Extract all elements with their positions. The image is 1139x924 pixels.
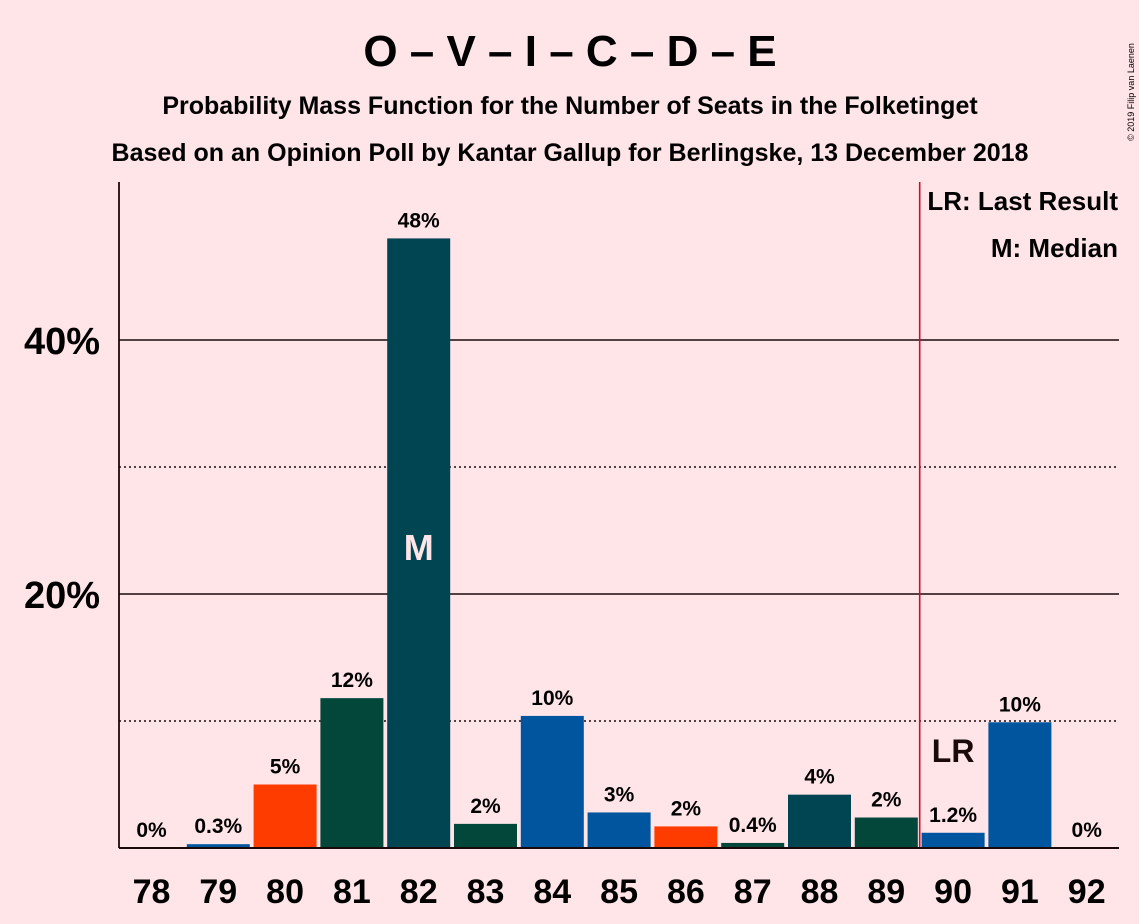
bar-label-background	[378, 205, 459, 236]
bar	[454, 823, 517, 848]
median-marker: M	[404, 527, 434, 568]
x-tick-label: 92	[1068, 873, 1106, 911]
x-tick-label: 82	[400, 873, 438, 911]
bar-value-label: 10%	[999, 693, 1041, 716]
y-tick-label: 40%	[24, 321, 100, 363]
bar-value-label: 0.4%	[729, 814, 777, 837]
bar-value-label: 2%	[871, 789, 902, 812]
bar	[921, 832, 985, 848]
bar	[788, 794, 851, 848]
bar	[253, 784, 317, 848]
bar-value-label: 2%	[470, 795, 501, 818]
chart-subtitle-2: Based on an Opinion Poll by Kantar Gallu…	[112, 139, 1029, 167]
x-tick-label: 89	[867, 873, 905, 911]
bar	[654, 826, 718, 848]
bar-value-label: 5%	[270, 756, 301, 779]
bar	[320, 698, 384, 848]
x-tick-label: 84	[533, 873, 571, 911]
chart-title: O – V – I – C – D – E	[363, 27, 776, 76]
x-tick-label: 83	[467, 873, 505, 911]
x-tick-label: 88	[801, 873, 839, 911]
bar	[520, 715, 584, 848]
x-tick-label: 90	[934, 873, 972, 911]
axes: 20% 40% 78 79 80 81 82 83 84 85 86 87 88 89 90 91 92	[24, 182, 1119, 911]
copyright-text: © 2019 Filip van Laenen	[1126, 43, 1136, 141]
x-tick-label: 79	[199, 873, 237, 911]
gridlines	[119, 339, 1119, 722]
bar-value-label: 10%	[531, 687, 573, 710]
bar-value-label: 3%	[604, 783, 635, 806]
bar	[387, 238, 451, 848]
bar-value-label: 2%	[671, 797, 702, 820]
bar-labels: 0% 0.3% 5% 12% 48% 2% 10% 3% 2% 0.4% 4% 2% 1.2% 10% 0%…	[136, 205, 1102, 842]
x-tick-label: 78	[133, 873, 171, 911]
y-tick-label: 20%	[24, 575, 100, 617]
bar	[721, 842, 785, 848]
bar-value-label: 0.3%	[194, 815, 242, 838]
bar	[854, 817, 918, 848]
bar	[587, 812, 651, 848]
x-tick-label: 87	[734, 873, 772, 911]
x-tick-label: 80	[266, 873, 304, 911]
x-tick-label: 91	[1001, 873, 1039, 911]
bar	[186, 844, 250, 848]
x-tick-label: 85	[600, 873, 638, 911]
bar-value-label: 12%	[331, 669, 373, 692]
chart-subtitle: Probability Mass Function for the Number…	[162, 92, 978, 120]
bar-value-label: 0%	[136, 819, 167, 842]
x-tick-label: 86	[667, 873, 705, 911]
bar-value-label: 48%	[398, 209, 440, 232]
bar-value-label: 0%	[1072, 819, 1103, 842]
bars	[186, 238, 1052, 848]
bar	[988, 722, 1052, 848]
bar-value-label: 4%	[804, 766, 835, 789]
last-result-marker: LR	[932, 733, 975, 769]
bar-value-label: 1.2%	[929, 804, 977, 827]
legend-median: M: Median	[991, 233, 1118, 263]
legend-last-result: LR: Last Result	[927, 186, 1118, 216]
x-tick-label: 81	[333, 873, 371, 911]
